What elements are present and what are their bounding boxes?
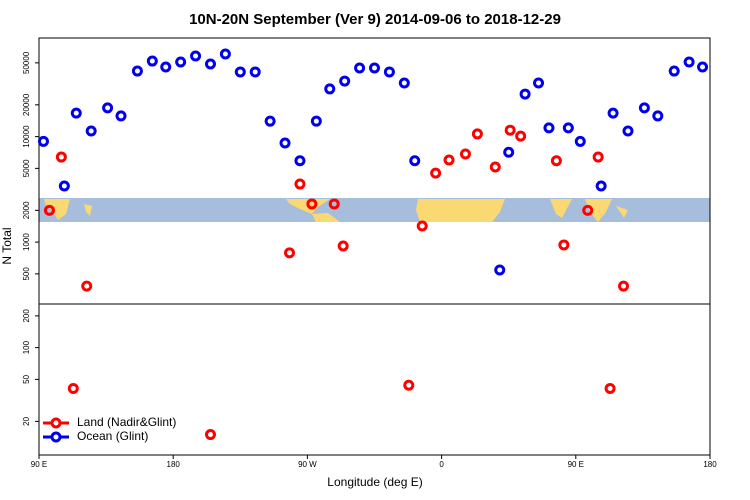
point: [219, 48, 231, 60]
y-tick-label: 1000: [22, 233, 31, 251]
point: [131, 65, 143, 77]
point: [175, 56, 187, 68]
legend-marker: [50, 431, 62, 443]
point: [102, 102, 114, 114]
point: [574, 135, 586, 147]
point: [160, 61, 172, 73]
point: [369, 62, 380, 74]
x-tick-label: 90 E: [568, 460, 584, 469]
point: [652, 110, 664, 122]
point: [190, 50, 202, 62]
y-tick-label: 10000: [22, 125, 31, 148]
point: [67, 382, 79, 394]
point: [607, 107, 619, 119]
point: [471, 128, 483, 140]
point: [324, 83, 336, 95]
point: [264, 115, 276, 127]
x-tick-label: 90 W: [298, 460, 317, 469]
point: [146, 55, 158, 67]
point: [494, 264, 506, 276]
y-tick-label: 50000: [22, 51, 31, 74]
point: [443, 154, 455, 166]
map-band: [39, 198, 710, 222]
legend-label: Ocean (Glint): [77, 429, 148, 443]
y-tick-label: 5000: [22, 159, 31, 177]
point: [306, 198, 318, 210]
y-tick-label: 500: [22, 267, 31, 281]
point: [337, 240, 349, 252]
point: [604, 382, 616, 394]
point: [582, 204, 594, 216]
x-axis-label: Longitude (deg E): [327, 475, 422, 489]
y-tick-label: 100: [22, 340, 31, 354]
point: [294, 178, 306, 190]
point: [668, 65, 680, 77]
point: [558, 239, 570, 251]
point: [409, 155, 421, 167]
point: [339, 75, 351, 87]
point: [328, 198, 340, 210]
x-tick-label: 0: [439, 460, 444, 469]
point: [638, 102, 650, 114]
point: [204, 58, 216, 70]
point: [416, 220, 428, 232]
point: [595, 180, 607, 192]
point: [58, 180, 70, 192]
point: [354, 62, 366, 74]
point: [515, 130, 527, 142]
point: [115, 110, 127, 122]
x-tick-label: 180: [703, 460, 717, 469]
y-tick-label: 50: [22, 374, 31, 383]
y-tick-label: 20: [22, 416, 31, 425]
point: [697, 61, 709, 73]
point: [85, 125, 97, 137]
point: [55, 151, 67, 163]
y-tick-label: 200: [22, 309, 31, 323]
point: [618, 280, 630, 292]
point: [204, 429, 216, 441]
point: [562, 122, 574, 134]
point: [234, 66, 246, 78]
point: [543, 122, 555, 134]
y-tick-label: 2000: [22, 201, 31, 219]
point: [533, 77, 545, 89]
y-axis-label: N Total: [0, 227, 14, 264]
point: [622, 125, 634, 137]
point: [489, 161, 501, 173]
legend-marker: [50, 417, 62, 429]
point: [249, 66, 261, 78]
point: [398, 77, 410, 89]
point: [683, 56, 695, 68]
point: [503, 146, 515, 158]
point: [504, 124, 516, 136]
point: [430, 167, 442, 179]
point: [310, 115, 322, 127]
plot-frame: [38, 37, 711, 456]
point: [403, 379, 415, 391]
point: [284, 247, 296, 259]
point: [70, 107, 82, 119]
point: [383, 66, 395, 78]
y-tick-label: 20000: [22, 93, 31, 116]
point: [519, 88, 531, 100]
x-tick-label: 180: [167, 460, 181, 469]
point: [279, 137, 291, 149]
legend-label: Land (Nadir&Glint): [77, 415, 176, 429]
x-tick-label: 90 E: [31, 460, 47, 469]
point: [81, 280, 93, 292]
point: [459, 148, 471, 160]
point: [43, 204, 55, 216]
point: [37, 135, 49, 147]
point: [550, 155, 562, 167]
point: [294, 155, 306, 167]
point: [592, 151, 604, 163]
chart-title: 10N-20N September (Ver 9) 2014-09-06 to …: [189, 11, 561, 28]
